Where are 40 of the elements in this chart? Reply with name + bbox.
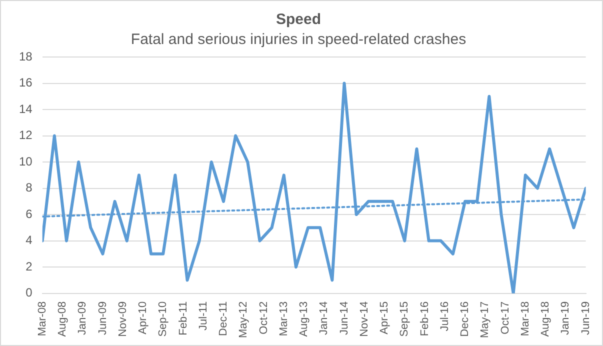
x-tick-label: Apr-10 — [137, 301, 150, 334]
x-tick-label: May-17 — [479, 301, 492, 338]
y-tick-label: 12 — [18, 128, 33, 142]
y-tick-label: 4 — [26, 233, 33, 248]
x-tick-label: Oct-17 — [499, 301, 512, 334]
x-tick-label: Aug-18 — [540, 301, 552, 337]
x-tick-label: Jan-14 — [318, 301, 330, 335]
y-tick-label: 0 — [26, 286, 33, 300]
y-tick-label: 16 — [18, 76, 33, 90]
y-tick-label: 8 — [26, 180, 33, 195]
y-tick-label: 14 — [18, 102, 33, 116]
y-tick-label: 18 — [18, 49, 33, 64]
y-tick-label: 2 — [26, 259, 33, 274]
chart-subtitle: Fatal and serious injuries in speed-related crashes — [130, 31, 466, 48]
x-tick-label: Mar-18 — [519, 301, 532, 336]
x-tick-label: Aug-08 — [56, 301, 69, 337]
x-tick-label: Mar-08 — [36, 301, 48, 336]
x-tick-label: Jun-09 — [96, 301, 109, 335]
y-tick-label: 6 — [26, 206, 33, 221]
x-tick-label: Aug-13 — [298, 301, 310, 337]
x-tick-label: Jun-19 — [580, 301, 592, 335]
x-tick-label: Jan-09 — [76, 301, 89, 335]
x-tick-label: Jan-19 — [560, 301, 572, 335]
x-tick-label: Apr-15 — [378, 301, 391, 334]
x-tick-label: Feb-16 — [418, 301, 431, 336]
x-tick-label: May-12 — [238, 301, 250, 338]
x-tick-label: Jul-11 — [197, 301, 210, 330]
x-tick-label: Dec-16 — [459, 301, 472, 337]
chart-title: Speed — [276, 11, 322, 28]
x-tick-label: Mar-13 — [278, 301, 290, 336]
x-tick-label: Jul-16 — [438, 301, 451, 332]
x-tick-label: Nov-14 — [358, 301, 370, 337]
x-tick-label: Feb-11 — [177, 301, 190, 336]
x-tick-label: Dec-11 — [218, 301, 230, 336]
y-tick-label: 10 — [18, 154, 33, 168]
x-tick-label: Sep-15 — [398, 301, 411, 337]
x-tick-label: Jun-14 — [338, 301, 350, 335]
x-tick-label: Oct-12 — [258, 301, 270, 334]
x-tick-label: Sep-10 — [157, 301, 170, 337]
x-tick-label: Nov-09 — [116, 301, 129, 337]
